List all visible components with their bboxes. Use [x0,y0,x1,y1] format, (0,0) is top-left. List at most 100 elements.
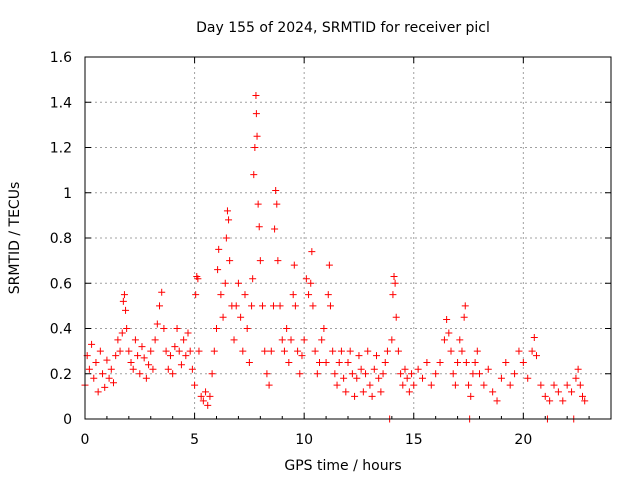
data-point [92,358,100,366]
data-point [105,374,113,382]
data-point [506,381,514,389]
data-point [392,313,400,321]
data-point [524,374,532,382]
data-point [329,347,337,355]
data-point [581,397,589,405]
data-point [324,291,332,299]
data-point [267,347,275,355]
data-point [164,365,172,373]
data-point [119,297,127,305]
y-tick-label: 0.2 [50,367,72,383]
data-point [142,374,150,382]
data-point [90,374,98,382]
data-point [138,343,146,351]
data-point [215,245,223,253]
data-point [489,388,497,396]
data-point [447,347,455,355]
data-point [263,370,271,378]
data-point [85,365,93,373]
data-point [230,336,238,344]
ticks: 0 0.2 0.4 0.6 0.8 1 1.2 1.4 1.6 0 5 10 15 20 [50,50,611,448]
data-point [346,347,354,355]
data-point [254,200,262,208]
plot-frame [84,56,612,420]
data-point [149,365,157,373]
data-point [300,336,308,344]
data-point [579,392,587,400]
data-point [467,392,475,400]
data-point [554,388,562,396]
y-tick-label: 1.4 [50,95,72,111]
data-point [460,313,468,321]
data-point [530,334,538,342]
data-point [217,291,225,299]
chart-title: Day 155 of 2024, SRMTID for receiver pic… [196,20,490,36]
data-point [223,207,231,215]
y-tick-label: 0.8 [50,231,72,247]
data-point [550,381,558,389]
data-point [289,291,297,299]
data-point [397,370,405,378]
y-axis-label: SRMTID / TECUs [7,182,23,295]
data-point [326,302,334,310]
data-point [473,347,481,355]
data-point [309,302,317,310]
y-tick-label: 0.6 [50,276,72,292]
data-point [333,381,341,389]
data-point [353,374,361,382]
data-point [427,381,435,389]
data-point [256,257,264,265]
data-point [390,272,398,280]
data-point [458,347,466,355]
data-point [461,302,469,310]
data-point [129,365,137,373]
data-point [214,266,222,274]
data-point [342,388,350,396]
data-point [156,302,164,310]
data-point [355,352,363,360]
data-point [401,365,409,373]
data-point [127,358,135,366]
data-point [237,313,245,321]
x-tick-label: 20 [514,432,532,448]
y-tick-label: 1.2 [50,141,72,157]
data-point [99,370,107,378]
data-point [308,248,316,256]
data-point [271,225,279,233]
data-point [440,336,448,344]
data-point [169,370,177,378]
data-point [192,291,200,299]
data-point [462,358,470,366]
data-point [419,374,427,382]
data-point [313,370,321,378]
data-point [331,370,339,378]
data-point [249,275,257,283]
data-point [469,370,477,378]
data-point [251,144,259,151]
data-point [122,306,130,314]
data-point [389,291,397,299]
data-point [162,347,170,355]
data-point [511,370,519,378]
data-point [344,358,352,366]
data-point [171,343,179,351]
data-point [259,302,267,310]
data-point [445,329,453,337]
data-point [359,388,367,396]
data-point [451,381,459,389]
data-point [173,325,181,332]
data-point [471,358,479,366]
data-point [103,356,111,364]
data-point [291,302,299,310]
data-point [515,347,523,355]
data-point [134,352,142,360]
data-point [202,388,210,396]
data-point [302,275,310,283]
data-point [296,370,304,378]
data-point [210,347,218,355]
data-point [294,347,302,355]
data-point [136,370,144,378]
data-point [199,397,207,405]
data-point [351,392,359,400]
data-point [443,315,451,323]
